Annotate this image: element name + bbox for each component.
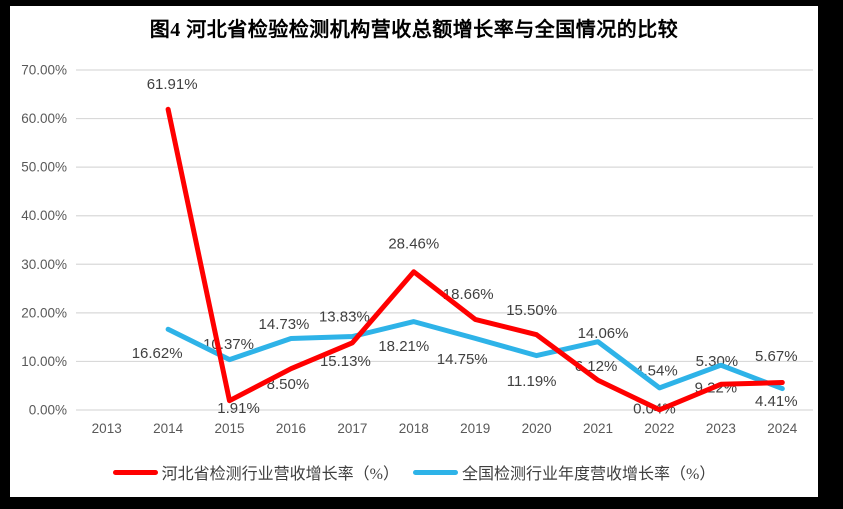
data-label: 14.75% — [437, 351, 488, 368]
x-axis-tick-label: 2023 — [706, 421, 736, 436]
y-axis-tick-label: 30.00% — [21, 257, 67, 272]
chart-canvas — [10, 6, 818, 497]
y-axis-tick-label: 70.00% — [21, 63, 67, 78]
data-label: 18.66% — [443, 286, 494, 303]
legend-label-hebei: 河北省检测行业营收增长率（%） — [161, 466, 399, 483]
data-label: 28.46% — [388, 235, 439, 252]
y-axis-tick-label: 20.00% — [21, 305, 67, 320]
x-axis-tick-label: 2013 — [92, 421, 122, 436]
chart-title: 图4 河北省检验检测机构营收总额增长率与全国情况的比较 — [149, 19, 679, 41]
data-label: 11.19% — [507, 373, 557, 390]
data-label: 4.41% — [755, 393, 798, 410]
data-label: 13.83% — [319, 308, 370, 325]
x-axis-tick-label: 2024 — [767, 421, 798, 436]
data-label: 1.91% — [217, 400, 260, 417]
x-axis-tick-label: 2021 — [583, 421, 613, 436]
y-axis-tick-label: 10.00% — [21, 354, 67, 369]
legend-item-hebei: 河北省检测行业营收增长率（%） — [112, 460, 399, 484]
data-label: 15.50% — [506, 302, 557, 319]
data-label: 14.06% — [578, 325, 629, 342]
data-label: 5.67% — [755, 348, 798, 365]
x-axis-tick-label: 2019 — [460, 421, 490, 436]
x-axis-tick-label: 2016 — [276, 421, 306, 436]
y-axis-tick-label: 50.00% — [21, 160, 67, 175]
y-axis-tick-label: 40.00% — [21, 208, 67, 223]
data-label: 8.50% — [267, 376, 310, 393]
data-label: 16.62% — [132, 345, 183, 362]
x-axis-tick-label: 2018 — [399, 421, 429, 436]
data-label: 15.13% — [320, 353, 371, 370]
x-axis-tick-label: 2020 — [522, 421, 552, 436]
y-axis-tick-label: 60.00% — [21, 111, 67, 126]
legend-line-sample-national — [413, 469, 458, 475]
x-axis-tick-label: 2015 — [215, 421, 245, 436]
x-axis-tick-label: 2014 — [153, 421, 184, 436]
series-line-hebei — [165, 106, 785, 413]
x-axis-tick-label: 2022 — [644, 421, 674, 436]
data-label: 14.73% — [259, 316, 310, 333]
data-label: 18.21% — [378, 338, 429, 355]
legend-item-national: 全国检测行业年度营收增长率（%） — [413, 460, 715, 484]
legend-line-sample-hebei — [112, 469, 158, 475]
series-line-national — [165, 319, 785, 392]
y-axis-tick-label: 0.00% — [29, 403, 67, 418]
legend: 河北省检测行业营收增长率（%） 全国检测行业年度营收增长率（%） — [10, 460, 818, 484]
data-label: 61.91% — [147, 76, 198, 93]
legend-label-national: 全国检测行业年度营收增长率（%） — [462, 466, 716, 483]
x-axis-tick-label: 2017 — [337, 421, 367, 436]
